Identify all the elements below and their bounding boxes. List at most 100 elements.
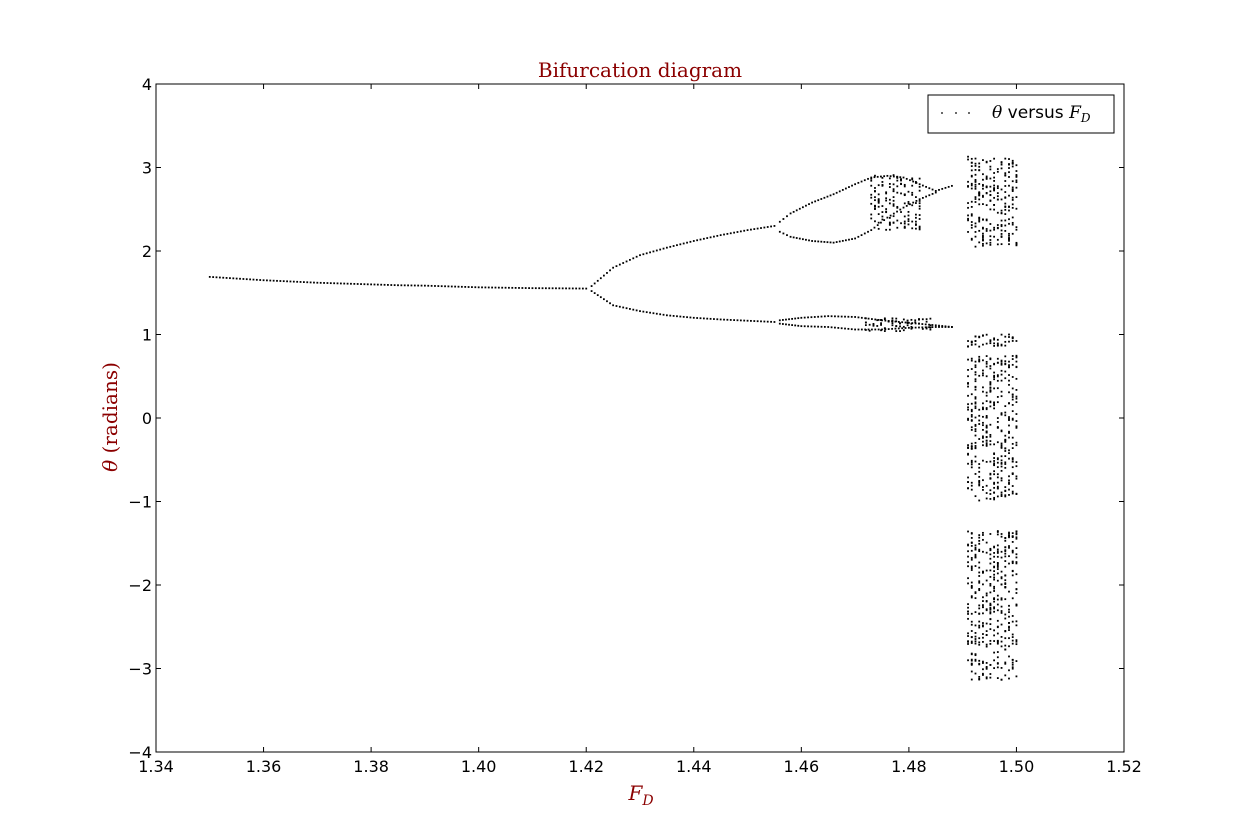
band-point: [982, 242, 984, 245]
plot-area-background: [156, 84, 1124, 752]
data-point: [823, 241, 826, 243]
band-point: [993, 659, 996, 662]
band-point: [985, 362, 988, 365]
band-point: [1015, 228, 1018, 231]
band-point: [978, 423, 981, 425]
band-point: [996, 387, 999, 390]
data-point: [808, 203, 810, 206]
data-point: [726, 318, 729, 321]
band-point: [877, 205, 880, 208]
band-point: [989, 177, 992, 180]
band-point: [1008, 475, 1010, 478]
band-point: [1011, 642, 1014, 645]
band-point: [1015, 360, 1018, 363]
data-point: [889, 214, 892, 217]
data-point: [763, 320, 766, 323]
data-point: [844, 187, 847, 190]
band-point: [925, 318, 928, 321]
data-point: [255, 278, 258, 281]
band-point: [978, 466, 981, 469]
band-point: [985, 391, 988, 394]
band-point: [985, 444, 988, 447]
band-point: [911, 220, 914, 223]
band-point: [996, 552, 999, 554]
data-point: [773, 321, 776, 323]
band-point: [982, 239, 984, 242]
band-point: [1015, 244, 1018, 247]
band-point: [1015, 397, 1018, 400]
band-point: [978, 607, 981, 610]
data-point: [208, 275, 211, 278]
band-point: [989, 473, 992, 476]
band-point: [985, 442, 988, 445]
band-point: [880, 324, 882, 326]
data-point: [918, 183, 921, 186]
band-point: [1004, 552, 1007, 555]
band-point: [1015, 242, 1018, 245]
band-point: [982, 227, 984, 230]
band-point: [996, 641, 999, 644]
band-point: [989, 342, 992, 345]
band-point: [985, 435, 988, 438]
band-point: [989, 190, 992, 193]
data-point: [814, 200, 817, 203]
band-point: [982, 570, 984, 573]
band-point: [993, 338, 996, 341]
band-point: [996, 481, 999, 484]
band-point: [1008, 449, 1010, 452]
band-point: [907, 201, 910, 203]
band-point: [1004, 455, 1007, 458]
data-point: [682, 242, 685, 245]
band-point: [996, 461, 999, 464]
band-point: [993, 187, 996, 189]
band-point: [982, 369, 984, 372]
band-point: [993, 407, 996, 410]
band-point: [1015, 660, 1018, 662]
band-point: [967, 217, 969, 220]
data-point: [306, 281, 309, 284]
band-point: [915, 220, 917, 223]
band-point: [1011, 661, 1014, 664]
band-point: [974, 235, 977, 238]
band-point: [985, 594, 988, 597]
data-point: [811, 201, 813, 204]
data-point: [702, 317, 705, 320]
band-point: [996, 579, 999, 582]
band-point: [989, 185, 992, 188]
band-point: [1000, 533, 1003, 535]
band-point: [996, 466, 999, 469]
data-point: [817, 325, 820, 328]
data-point: [593, 292, 596, 295]
band-point: [1011, 159, 1014, 162]
band-point: [970, 623, 973, 626]
data-point: [692, 316, 695, 319]
band-point: [885, 228, 888, 231]
band-point: [1004, 172, 1007, 175]
band-point: [918, 228, 921, 231]
data-point: [863, 232, 866, 235]
data-point: [931, 188, 934, 191]
band-point: [1011, 355, 1014, 357]
data-point: [726, 232, 729, 235]
data-point: [838, 240, 841, 243]
band-point: [996, 632, 999, 635]
data-point: [662, 313, 665, 316]
band-point: [970, 447, 973, 450]
band-point: [1004, 441, 1007, 443]
band-point: [899, 325, 901, 328]
band-point: [982, 196, 984, 198]
data-point: [689, 240, 692, 243]
data-point: [528, 287, 530, 290]
band-point: [970, 213, 973, 216]
band-point: [1015, 588, 1018, 590]
data-point: [807, 316, 809, 319]
band-point: [896, 219, 899, 222]
data-point: [360, 283, 362, 285]
band-point: [1011, 636, 1014, 638]
band-point: [1015, 556, 1018, 559]
band-point: [978, 241, 981, 244]
data-point: [709, 236, 712, 239]
band-point: [985, 460, 988, 463]
band-point: [1011, 196, 1014, 199]
data-point: [791, 324, 794, 326]
